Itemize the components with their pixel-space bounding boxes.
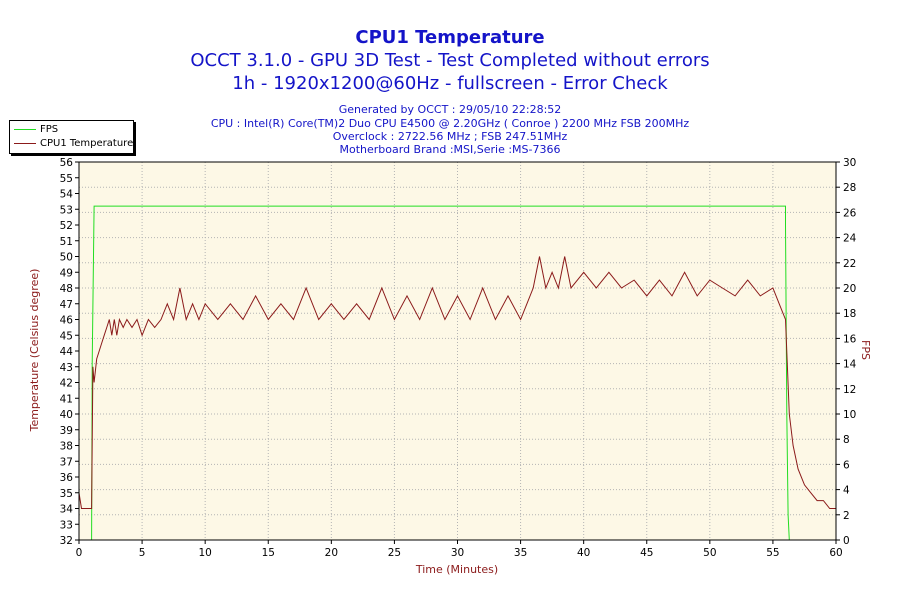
x-tick-label: 25 <box>388 547 401 559</box>
y-tick-label: 33 <box>60 519 73 531</box>
y-tick-label: 41 <box>60 393 73 405</box>
info-cpu: CPU : Intel(R) Core(TM)2 Duo CPU E4500 @… <box>210 117 690 130</box>
x-tick-label: 10 <box>198 547 211 559</box>
chart-axes: 0 5 10 15 20 25 30 35 40 45 50 55 603233343536373839… <box>60 157 857 559</box>
y2-tick-label: 26 <box>843 207 857 219</box>
x-tick-label: 50 <box>703 547 716 559</box>
y2-tick-label: 16 <box>843 333 857 345</box>
y2-tick-label: 14 <box>843 359 857 371</box>
y-tick-label: 50 <box>60 252 73 264</box>
x-tick-label: 15 <box>262 547 275 559</box>
y-tick-label: 46 <box>60 315 74 327</box>
info-motherboard: Motherboard Brand :MSI,Serie :MS-7366 <box>339 143 561 156</box>
y-tick-label: 40 <box>60 409 73 421</box>
y2-tick-label: 8 <box>843 434 850 446</box>
x-tick-label: 20 <box>325 547 338 559</box>
y-tick-label: 45 <box>60 330 73 342</box>
y-tick-label: 56 <box>60 157 74 169</box>
y2-tick-label: 24 <box>843 233 857 245</box>
y-tick-label: 54 <box>60 189 74 201</box>
y-tick-label: 44 <box>60 346 74 358</box>
legend-label-temperature: CPU1 Temperature <box>40 138 134 149</box>
y-tick-label: 35 <box>60 488 73 500</box>
legend-swatch-temperature <box>14 142 36 144</box>
x-tick-label: 0 <box>76 547 83 559</box>
info-generated: Generated by OCCT : 29/05/10 22:28:52 <box>338 103 562 116</box>
y2-tick-label: 30 <box>843 157 856 169</box>
x-tick-label: 60 <box>829 547 842 559</box>
y2-tick-label: 28 <box>843 182 856 194</box>
y-tick-label: 47 <box>60 299 73 311</box>
x-axis-label: Time (Minutes) <box>415 563 498 576</box>
y2-tick-label: 0 <box>843 535 850 547</box>
y2-tick-label: 10 <box>843 409 856 421</box>
y-tick-label: 39 <box>60 425 73 437</box>
y2-tick-label: 2 <box>843 510 850 522</box>
y-tick-label: 34 <box>60 504 74 516</box>
info-overclock: Overclock : 2722.56 MHz ; FSB 247.51MHz <box>332 130 568 143</box>
y-tick-label: 55 <box>60 173 73 185</box>
y-tick-label: 38 <box>60 441 73 453</box>
y-tick-label: 53 <box>60 204 73 216</box>
y-tick-label: 49 <box>60 267 73 279</box>
legend-item-temperature: CPU1 Temperature <box>14 138 133 150</box>
y-tick-label: 43 <box>60 362 73 374</box>
legend-label-fps: FPS <box>40 124 59 135</box>
y2-tick-label: 18 <box>843 308 856 320</box>
x-tick-label: 30 <box>451 547 464 559</box>
y-tick-label: 48 <box>60 283 73 295</box>
y2-tick-label: 6 <box>843 459 850 471</box>
y-tick-label: 42 <box>60 378 73 390</box>
y2-tick-label: 20 <box>843 283 856 295</box>
y-tick-label: 52 <box>60 220 73 232</box>
y2-tick-label: 22 <box>843 258 856 270</box>
chart-legend: FPS CPU1 Temperature <box>9 120 134 154</box>
chart-subtitle: OCCT 3.1.0 - GPU 3D Test - Test Complete… <box>190 50 710 71</box>
x-tick-label: 40 <box>577 547 590 559</box>
x-tick-label: 5 <box>139 547 146 559</box>
y-tick-label: 51 <box>60 236 73 248</box>
chart-title: CPU1 Temperature <box>355 27 545 48</box>
legend-swatch-fps <box>14 128 36 130</box>
legend-item-fps: FPS <box>14 124 58 136</box>
y2-tick-label: 12 <box>843 384 856 396</box>
y2-tick-label: 4 <box>843 485 850 497</box>
x-tick-label: 55 <box>766 547 779 559</box>
chart-subtitle-2: 1h - 1920x1200@60Hz - fullscreen - Error… <box>232 73 668 94</box>
y-axis-label: Temperature (Celsius degree) <box>28 269 41 433</box>
y-tick-label: 36 <box>60 472 74 484</box>
chart-grid <box>79 162 836 540</box>
y-tick-label: 32 <box>60 535 73 547</box>
x-tick-label: 35 <box>514 547 527 559</box>
series-layer <box>78 205 836 541</box>
x-tick-label: 45 <box>640 547 653 559</box>
y2-axis-label: FPS <box>859 340 872 360</box>
y-tick-label: 37 <box>60 456 73 468</box>
series-line-temperature <box>78 256 836 509</box>
